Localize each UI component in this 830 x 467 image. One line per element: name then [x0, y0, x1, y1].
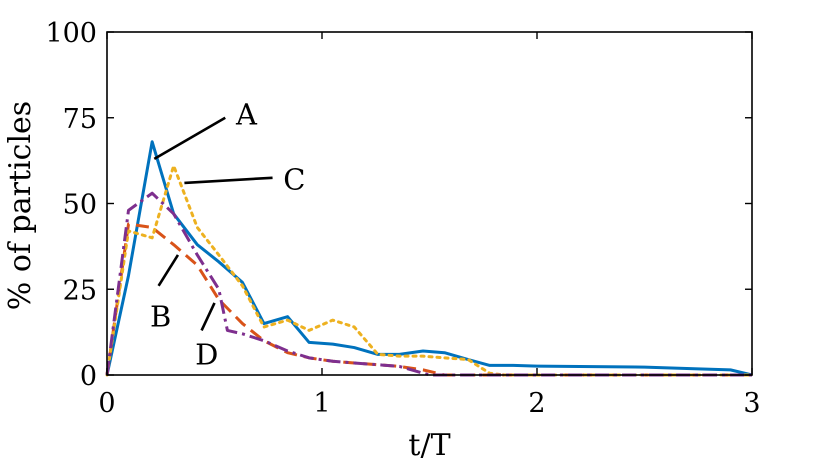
annotation-line-b: [157, 254, 180, 287]
annotation-label-a: A: [235, 97, 258, 131]
tick-marks: [106, 31, 753, 376]
annotation-line-a: [153, 116, 226, 161]
x-tick-label: 0: [98, 388, 115, 419]
annotation-line-c: [184, 176, 273, 185]
series-line-d: [105, 191, 752, 377]
y-tick-label: 50: [63, 190, 97, 221]
y-axis-label: % of particles: [3, 101, 38, 310]
annotation-label-b: B: [150, 300, 171, 334]
tick-labels: 0 1 2 3 0 25 50 75 100: [45, 18, 760, 419]
annotation-label-d: D: [195, 337, 218, 371]
series-line-b: [105, 222, 752, 377]
plot-area: [105, 140, 754, 377]
annotations: AC BD: [150, 97, 306, 371]
annotation-label-c: C: [283, 162, 305, 196]
x-tick-label: 2: [528, 388, 545, 419]
y-tick-label: 75: [63, 104, 97, 135]
x-axis-label: t/T: [408, 428, 450, 463]
y-tick-label: 25: [63, 275, 97, 306]
series-line-c: [105, 164, 754, 377]
x-tick-label: 1: [313, 388, 330, 419]
y-tick-label: 100: [45, 18, 97, 49]
y-tick-label: 0: [80, 361, 97, 392]
series-line-a: [105, 140, 753, 377]
x-tick-label: 3: [743, 388, 760, 419]
annotation-line-d: [200, 302, 216, 331]
